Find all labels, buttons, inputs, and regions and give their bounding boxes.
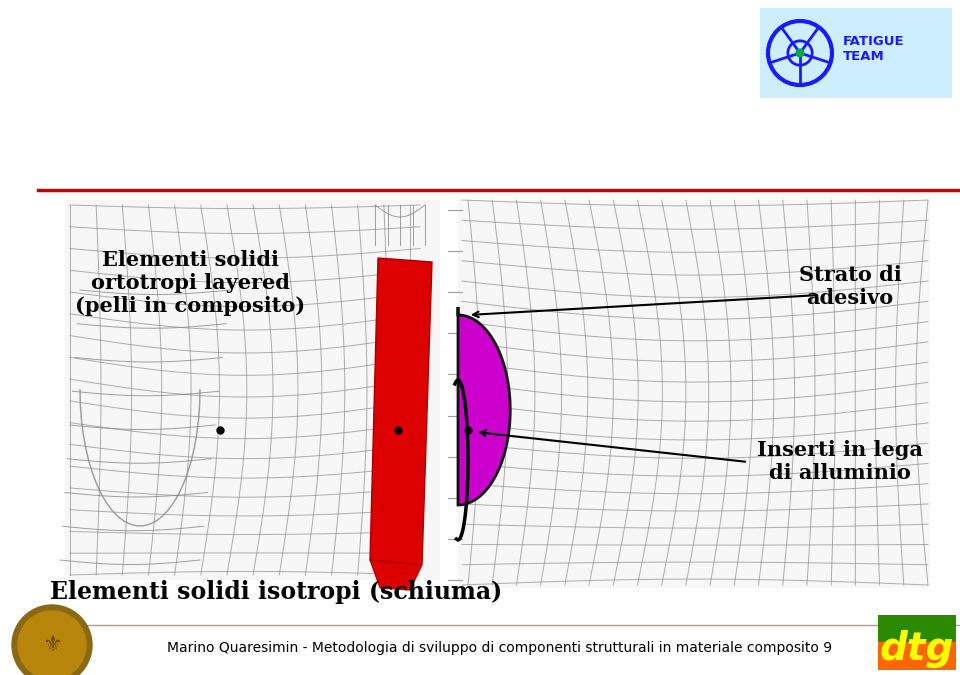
Circle shape: [12, 605, 92, 675]
Text: ⚜: ⚜: [42, 635, 62, 655]
Polygon shape: [370, 258, 432, 565]
Circle shape: [796, 49, 804, 57]
Text: Marino Quaresimin - Metodologia di sviluppo di componenti strutturali in materia: Marino Quaresimin - Metodologia di svilu…: [167, 641, 832, 655]
Text: Elementi solidi
ortotropi layered
(pelli in composito): Elementi solidi ortotropi layered (pelli…: [75, 250, 305, 317]
FancyBboxPatch shape: [760, 8, 952, 98]
Text: FATIGUE
TEAM: FATIGUE TEAM: [843, 35, 904, 63]
Bar: [878, 615, 956, 670]
Text: Elementi solidi isotropi (schiuma): Elementi solidi isotropi (schiuma): [50, 580, 502, 604]
Circle shape: [18, 611, 86, 675]
Bar: [878, 642, 956, 670]
Polygon shape: [458, 307, 510, 505]
Polygon shape: [65, 200, 440, 580]
Text: dtg: dtg: [879, 630, 954, 668]
Polygon shape: [458, 200, 930, 588]
Text: Strato di
adesivo: Strato di adesivo: [799, 265, 901, 308]
Polygon shape: [370, 560, 422, 590]
Text: Inserti in lega
di alluminio: Inserti in lega di alluminio: [757, 440, 923, 483]
